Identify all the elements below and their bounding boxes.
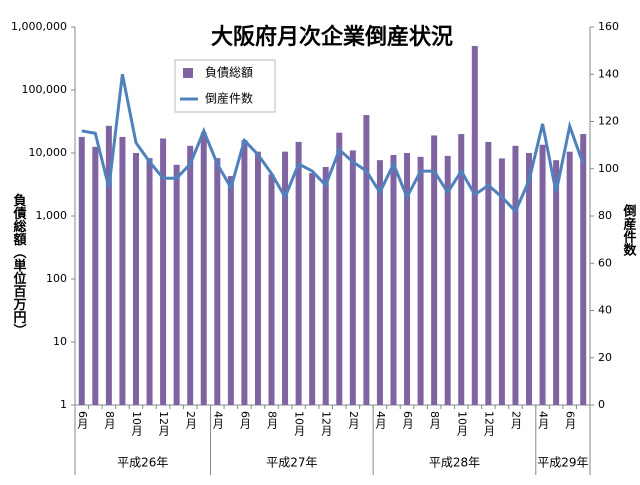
x-tick-label: 10月 [130,411,143,436]
bar [417,156,424,405]
x-tick-label: 8月 [428,411,441,429]
bar [349,150,356,405]
group-label: 平成27年 [266,456,317,470]
bar [404,153,411,405]
x-tick-label: 12月 [482,411,495,436]
bar [458,134,465,406]
y-tick-label: 1,000 [36,209,68,222]
bar [160,138,167,405]
group-label: 平成26年 [117,456,168,470]
x-tick-label: 4月 [211,411,224,429]
y-tick-label: 10,000 [29,146,68,159]
x-tick-label: 2月 [509,411,522,429]
x-tick-label: 6月 [401,411,414,429]
x-tick-label: 6月 [238,411,251,429]
bar [105,125,112,405]
y2-tick-label: 20 [598,351,612,364]
bar [390,154,397,405]
bar [431,135,438,405]
legend-label: 負債総額 [205,65,253,80]
bar [580,134,587,406]
y2-tick-label: 40 [598,304,612,317]
bar [363,115,370,405]
x-tick-label: 4月 [537,411,550,429]
y-tick-label: 1,000,000 [11,20,67,33]
x-tick-label: 6月 [564,411,577,429]
x-tick-label: 6月 [76,411,89,429]
bar [498,158,505,405]
x-tick-label: 12月 [320,411,333,436]
bar [471,45,478,405]
bar [566,151,573,405]
legend-label: 倒産件数 [205,91,253,106]
y-tick-label: 100,000 [22,83,68,96]
bar [295,141,302,405]
bar [539,144,546,405]
y2-tick-label: 100 [598,162,619,175]
bar [444,155,451,405]
bar [187,145,194,405]
bar [146,158,153,405]
y2-axis-label: 倒産件数 [621,203,638,257]
x-tick-label: 4月 [374,411,387,429]
bar [376,160,383,405]
bar [282,151,289,405]
x-tick-label: 8月 [266,411,279,429]
bar [322,166,329,405]
bar [241,140,248,405]
bar [119,136,126,405]
bar [485,141,492,405]
chart-title: 大阪府月次企業倒産状況 [211,24,453,50]
legend-swatch [183,68,193,78]
y2-tick-label: 60 [598,256,612,269]
bar [336,132,343,405]
x-tick-label: 8月 [103,411,116,429]
bar [173,164,180,405]
y-tick-label: 1 [60,398,67,411]
bar [553,160,560,405]
bar [200,132,207,405]
x-tick-label: 2月 [347,411,360,429]
bar [78,136,85,405]
bar [254,151,261,405]
bar [92,146,99,406]
bar [512,145,519,405]
x-tick-label: 10月 [455,411,468,436]
y2-tick-label: 80 [598,209,612,222]
y-tick-label: 10 [53,335,67,348]
x-tick-label: 10月 [293,411,306,436]
bar [132,153,139,405]
y2-tick-label: 120 [598,115,619,128]
y2-tick-label: 0 [598,398,605,411]
bar [214,158,221,405]
x-tick-label: 2月 [184,411,197,429]
x-tick-label: 12月 [157,411,170,436]
group-label: 平成29年 [537,456,588,470]
bar [268,174,275,405]
line-series [81,74,585,214]
y-axis-label: 負債総額（単位百万円） [11,193,28,337]
bar [309,173,316,405]
bar [227,176,234,405]
group-label: 平成28年 [429,456,480,470]
y2-tick-label: 160 [598,20,619,33]
y2-tick-label: 140 [598,67,619,80]
y-tick-label: 100 [46,272,67,285]
bar [526,153,533,405]
